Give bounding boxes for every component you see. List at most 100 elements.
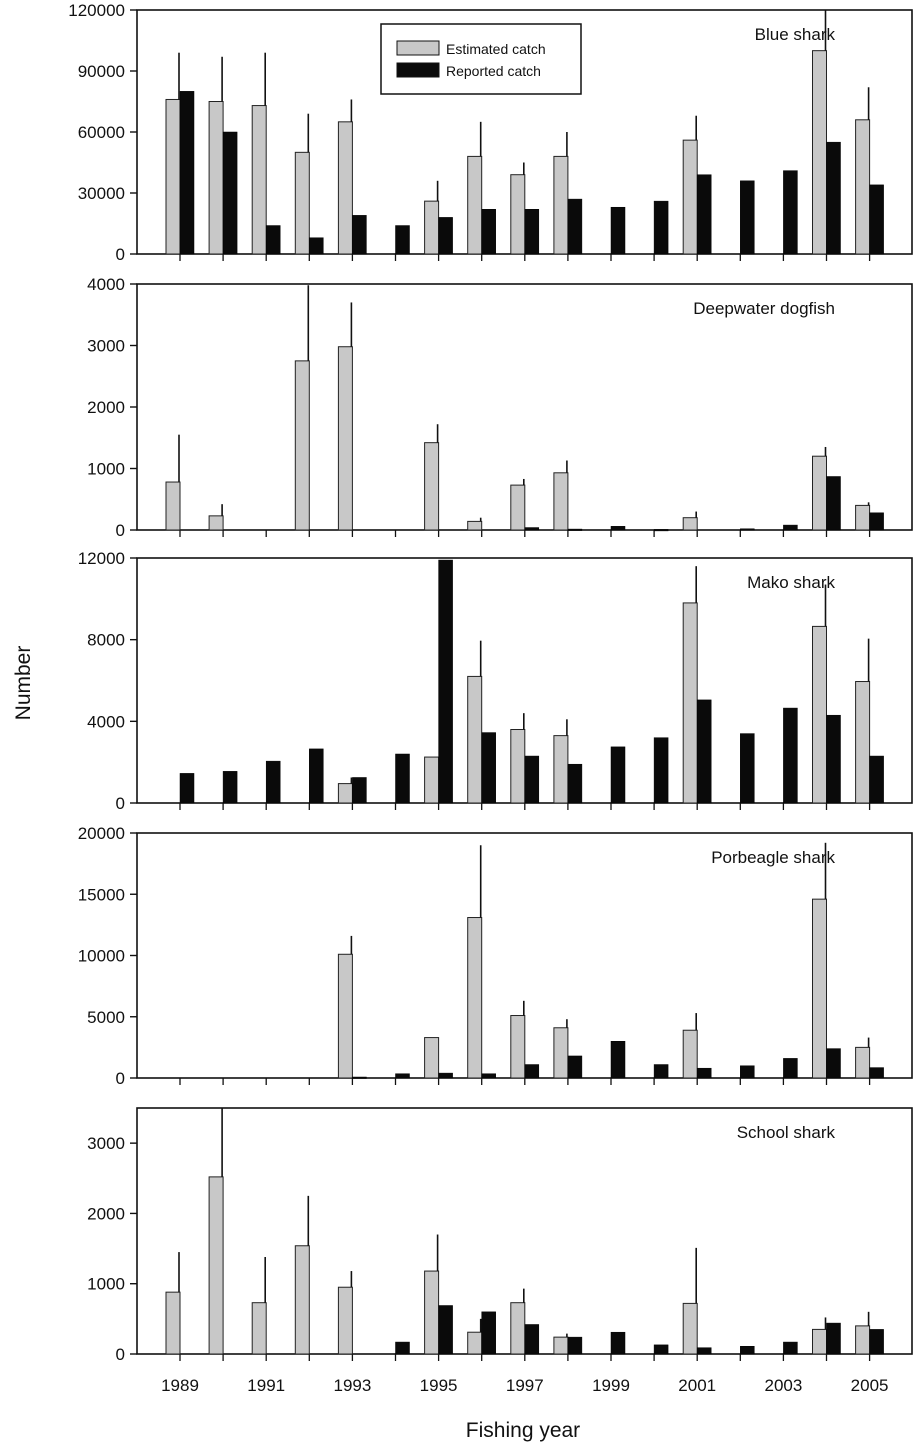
y-tick-label: 1000 — [87, 460, 125, 479]
bar-estimated-mako-shark-1996 — [467, 675, 483, 804]
bar-reported-school-shark-1994 — [395, 1341, 410, 1355]
x-axis-title: Fishing year — [466, 1419, 580, 1442]
bar-reported-school-shark-1999 — [610, 1331, 626, 1355]
bar-reported-porbeagle-shark-2001 — [696, 1067, 712, 1079]
x-tick-label: 2001 — [678, 1376, 716, 1395]
bar-reported-school-shark-1997 — [524, 1324, 540, 1355]
bar-reported-mako-shark-2003 — [783, 707, 798, 804]
panel-title-blue-shark: Blue shark — [755, 25, 836, 44]
bar-reported-mako-shark-1996 — [481, 732, 496, 804]
legend-label-estimated: Estimated catch — [446, 41, 546, 57]
bar-reported-porbeagle-shark-1996 — [481, 1073, 496, 1079]
bar-estimated-deepwater-dogfish-1995 — [424, 442, 440, 531]
bar-reported-blue-shark-2002 — [740, 180, 755, 255]
y-axis-title: Number — [12, 646, 35, 721]
panel-title-deepwater-dogfish: Deepwater dogfish — [693, 299, 835, 318]
bar-estimated-mako-shark-2004 — [812, 625, 827, 804]
bar-reported-porbeagle-shark-2005 — [869, 1067, 884, 1079]
bar-estimated-deepwater-dogfish-2005 — [855, 504, 871, 531]
bar-reported-porbeagle-shark-1997 — [524, 1064, 540, 1079]
bar-estimated-deepwater-dogfish-1996 — [467, 520, 483, 531]
bar-estimated-mako-shark-1998 — [553, 735, 569, 804]
bar-reported-blue-shark-1999 — [610, 206, 626, 255]
y-tick-label: 10000 — [78, 947, 125, 966]
bar-reported-mako-shark-1995 — [438, 559, 453, 804]
bar-reported-porbeagle-shark-1994 — [395, 1073, 410, 1079]
bar-reported-blue-shark-1997 — [524, 209, 540, 255]
bar-reported-blue-shark-2004 — [826, 141, 841, 255]
y-tick-label: 8000 — [87, 631, 125, 650]
bar-reported-blue-shark-1993 — [352, 215, 367, 255]
legend-swatch-reported — [396, 62, 440, 78]
legend-box — [380, 23, 582, 95]
bar-estimated-deepwater-dogfish-2001 — [682, 517, 698, 531]
x-tick-label: 1997 — [506, 1376, 544, 1395]
bar-reported-blue-shark-2001 — [696, 174, 712, 255]
bar-reported-mako-shark-2005 — [869, 755, 884, 804]
bar-reported-porbeagle-shark-1998 — [567, 1055, 583, 1079]
bar-reported-blue-shark-1995 — [438, 217, 453, 255]
bar-reported-porbeagle-shark-2000 — [653, 1064, 669, 1079]
x-tick-label: 1999 — [592, 1376, 630, 1395]
bar-reported-mako-shark-2000 — [653, 737, 669, 804]
bar-reported-mako-shark-1990 — [222, 771, 238, 804]
bar-reported-school-shark-1995 — [438, 1305, 453, 1355]
bar-estimated-mako-shark-1993 — [337, 783, 353, 804]
bar-reported-mako-shark-2001 — [696, 699, 712, 804]
bar-estimated-deepwater-dogfish-1993 — [337, 346, 353, 531]
bar-estimated-deepwater-dogfish-1998 — [553, 472, 569, 531]
bar-reported-mako-shark-1991 — [265, 760, 281, 804]
bar-reported-mako-shark-1993 — [352, 777, 367, 804]
bar-estimated-blue-shark-1989 — [165, 98, 181, 255]
bar-reported-porbeagle-shark-2004 — [826, 1048, 841, 1079]
y-tick-label: 15000 — [78, 885, 125, 904]
bar-reported-deepwater-dogfish-2004 — [826, 476, 841, 531]
bar-reported-mako-shark-1989 — [179, 773, 195, 804]
bar-reported-porbeagle-shark-1995 — [438, 1072, 453, 1079]
y-tick-label: 3000 — [87, 337, 125, 356]
bar-reported-school-shark-2002 — [740, 1346, 755, 1355]
panel-title-school-shark: School shark — [737, 1123, 836, 1142]
x-tick-label: 1989 — [161, 1376, 199, 1395]
y-tick-label: 1000 — [87, 1275, 125, 1294]
bar-estimated-school-shark-2001 — [682, 1302, 698, 1355]
panel-title-porbeagle-shark: Porbeagle shark — [711, 848, 835, 867]
y-tick-label: 90000 — [78, 62, 125, 81]
bar-estimated-school-shark-1991 — [251, 1302, 267, 1355]
bar-estimated-blue-shark-2001 — [682, 139, 698, 255]
y-tick-label: 5000 — [87, 1008, 125, 1027]
bar-estimated-porbeagle-shark-1993 — [337, 953, 353, 1079]
bar-reported-blue-shark-1992 — [309, 237, 324, 255]
bar-estimated-school-shark-1998 — [553, 1336, 569, 1355]
bar-reported-mako-shark-1998 — [567, 763, 583, 804]
bar-estimated-porbeagle-shark-1998 — [553, 1027, 569, 1079]
y-tick-label: 0 — [116, 521, 125, 540]
bar-estimated-porbeagle-shark-1995 — [424, 1037, 440, 1079]
bar-reported-deepwater-dogfish-1998 — [567, 528, 583, 531]
bar-estimated-blue-shark-1997 — [510, 174, 526, 255]
x-tick-label: 1995 — [420, 1376, 458, 1395]
y-tick-label: 4000 — [87, 275, 125, 294]
bar-reported-school-shark-2001 — [696, 1347, 712, 1355]
bar-estimated-mako-shark-2005 — [855, 681, 871, 804]
y-tick-label: 0 — [116, 1345, 125, 1364]
bar-estimated-deepwater-dogfish-1990 — [208, 515, 224, 531]
bar-reported-blue-shark-1994 — [395, 225, 410, 255]
bar-estimated-porbeagle-shark-2004 — [812, 898, 827, 1079]
y-tick-label: 0 — [116, 1069, 125, 1088]
bar-reported-blue-shark-2005 — [869, 184, 884, 255]
legend: Estimated catch Reported catch — [380, 23, 582, 95]
bar-reported-deepwater-dogfish-2003 — [783, 524, 798, 531]
bar-estimated-mako-shark-2001 — [682, 602, 698, 804]
bar-reported-school-shark-2004 — [826, 1322, 841, 1355]
y-tick-label: 2000 — [87, 398, 125, 417]
y-tick-label: 3000 — [87, 1134, 125, 1153]
bar-reported-deepwater-dogfish-1997 — [524, 527, 540, 531]
bar-estimated-porbeagle-shark-1997 — [510, 1015, 526, 1079]
bar-estimated-school-shark-1990 — [208, 1176, 224, 1355]
bar-estimated-deepwater-dogfish-1992 — [294, 360, 310, 531]
y-tick-label: 0 — [116, 245, 125, 264]
bar-reported-deepwater-dogfish-1999 — [610, 526, 626, 531]
bar-estimated-deepwater-dogfish-1997 — [510, 484, 526, 531]
